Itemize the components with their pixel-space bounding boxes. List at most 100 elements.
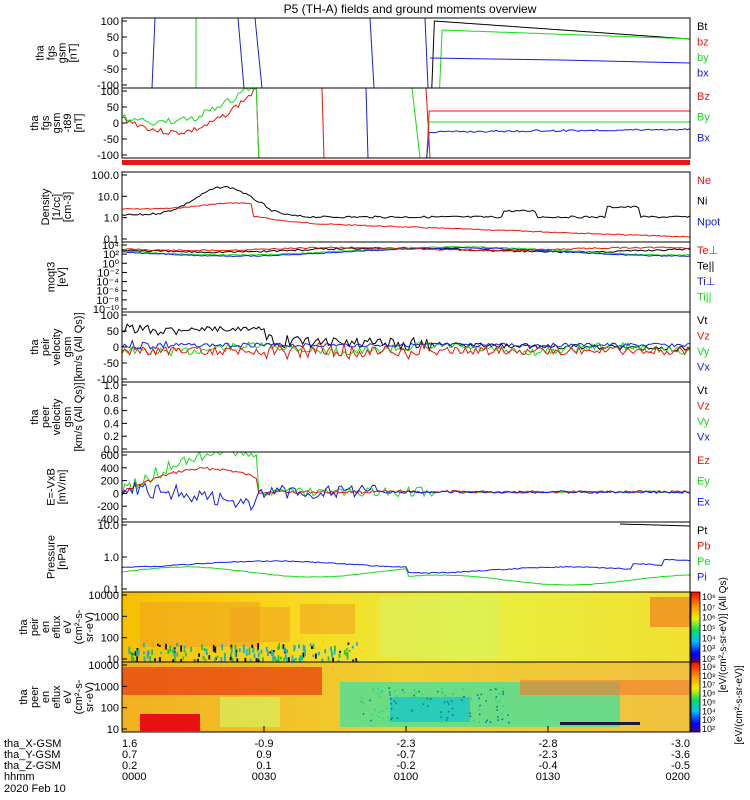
colorbar-tick-label: 10² <box>702 654 715 664</box>
spectrogram-pixel <box>330 650 333 655</box>
legend-entry: Ex <box>697 496 710 508</box>
spectrogram-pixel <box>495 696 498 698</box>
date-label: 2020 Feb 10 <box>4 783 66 795</box>
spectrogram-pixel <box>331 652 333 658</box>
spectrogram-pixel <box>412 709 414 711</box>
spectrogram-pixel <box>301 655 304 661</box>
spectrogram-pixel <box>346 651 349 659</box>
y-tick-label: 0 <box>113 488 119 500</box>
legend-entry: Pb <box>697 541 710 553</box>
spectrogram-pixel <box>184 652 187 657</box>
spectrogram-pixel <box>212 644 215 652</box>
y-axis-label: thafgsgsm-t89[nT] <box>29 113 85 134</box>
spectrogram-pixel <box>390 708 393 710</box>
y-axis-label-line: [nT] <box>68 44 80 63</box>
spectrogram-band <box>380 597 500 657</box>
panel-ve: 1.00.80.60.40.20.0 thapeervelocitygsm[km/… <box>29 380 710 456</box>
spectrogram-pixel <box>427 705 429 707</box>
series-jump <box>425 87 431 159</box>
spectrogram-pixel <box>309 643 312 647</box>
y-tick-label: 10⁰ <box>102 258 119 270</box>
spectrogram-pixel <box>303 648 306 651</box>
x-tick-label: -0.2 <box>397 760 416 772</box>
series-ez <box>121 466 691 495</box>
spectrogram-pixel <box>302 644 305 652</box>
y-axis-label-line: en <box>40 621 52 633</box>
spectrogram-pixel <box>377 716 380 718</box>
y-axis-label-line: [eV] <box>57 267 69 287</box>
spectrogram-pixel <box>422 703 425 705</box>
spectrogram-pixel <box>303 645 306 650</box>
panel-fgs: 100 50 0 -50 -100 thafgsgsm[nT] Bt bz by bx <box>35 16 710 92</box>
spectrogram-pixel <box>130 658 133 665</box>
spectrogram-pixel <box>387 716 389 719</box>
spectrogram-pixel <box>347 642 350 645</box>
spectrogram-pixel <box>318 651 320 656</box>
spectrogram-pixel <box>494 688 497 690</box>
spectrogram-pixel <box>470 697 472 700</box>
spectrogram-pixel <box>128 646 131 654</box>
spectrogram-pixel <box>299 655 302 663</box>
panel-frame <box>121 171 691 243</box>
y-axis-label-line: tha <box>29 338 41 354</box>
y-tick-label: 1.0 <box>104 552 119 564</box>
panel-density: 100.0 10.0 1.0 0.1 Density[1/cc][cm-3] Ne Ni Np… <box>40 170 720 246</box>
series-bt <box>122 20 691 89</box>
y-tick-label: 400 <box>101 463 119 475</box>
y-tick-label: 50 <box>107 102 119 114</box>
colorbar-tick-label: 10² <box>702 724 715 734</box>
spectrogram-pixel <box>272 653 275 660</box>
spectrogram-pixel <box>396 717 399 720</box>
spectrogram-pixel <box>291 655 294 662</box>
spectrogram-pixel <box>446 701 449 703</box>
spectrogram-band <box>220 697 280 727</box>
series-vy <box>121 341 691 357</box>
series-bx-jump <box>237 17 245 89</box>
y-axis-label-line: en <box>40 691 52 703</box>
spectrogram-pixel <box>143 656 146 662</box>
spectrogram-pixel <box>379 695 381 697</box>
spectrogram-pixel <box>362 713 365 715</box>
y-tick-label: -100 <box>97 80 119 92</box>
spectrogram-pixel <box>190 646 193 652</box>
y-axis-label-line: eV <box>62 690 74 704</box>
spectrogram-pixel <box>444 694 446 697</box>
y-tick-label: 10000 <box>88 590 119 602</box>
spectrogram-pixel <box>448 703 450 705</box>
spectrogram-pixel <box>355 658 357 661</box>
spectrogram-pixel <box>252 647 255 653</box>
y-axis-label-line: peer <box>29 686 41 708</box>
spectrogram-pixel <box>370 719 372 722</box>
y-axis-label-line: sr-eV) <box>84 612 96 642</box>
spectrogram-pixel <box>421 693 424 696</box>
spectrogram-pixel <box>497 716 499 718</box>
y-axis-label-line: velocity <box>51 328 63 365</box>
y-tick-label: 10⁻² <box>97 267 119 279</box>
spectrogram-pixel <box>216 655 219 658</box>
spectrogram-band <box>560 722 640 725</box>
spectrogram-pixel <box>234 645 237 651</box>
y-tick-label: 10⁻⁴ <box>96 277 119 289</box>
spectrogram-pixel <box>202 656 205 660</box>
spectrogram-pixel <box>351 645 354 649</box>
spectrogram-pixel <box>324 649 327 654</box>
legend-entry: Vx <box>697 432 710 444</box>
y-axis-label-line: gsm <box>62 337 74 358</box>
series-ti-par <box>121 245 691 256</box>
spectrogram-pixel <box>436 698 438 700</box>
y-axis-label-line: -t89 <box>62 114 74 133</box>
spectrogram-pixel <box>149 656 152 663</box>
spectrogram-pixel <box>388 687 391 689</box>
y-axis-label-line: (cm²-s- <box>73 609 85 644</box>
spectrogram-pixel <box>278 642 281 650</box>
y-tick-label: 200 <box>101 476 119 488</box>
spectrogram-pixel <box>416 720 418 722</box>
series-pt <box>619 523 691 527</box>
spectrogram-pixel <box>271 649 273 657</box>
spectrogram-pixel <box>428 718 430 720</box>
spectrogram-pixel <box>339 650 341 654</box>
x-tick-label: 0.1 <box>256 760 271 772</box>
legend-entry: by <box>697 52 709 64</box>
y-axis-label-line: (cm²-s- <box>73 679 85 714</box>
